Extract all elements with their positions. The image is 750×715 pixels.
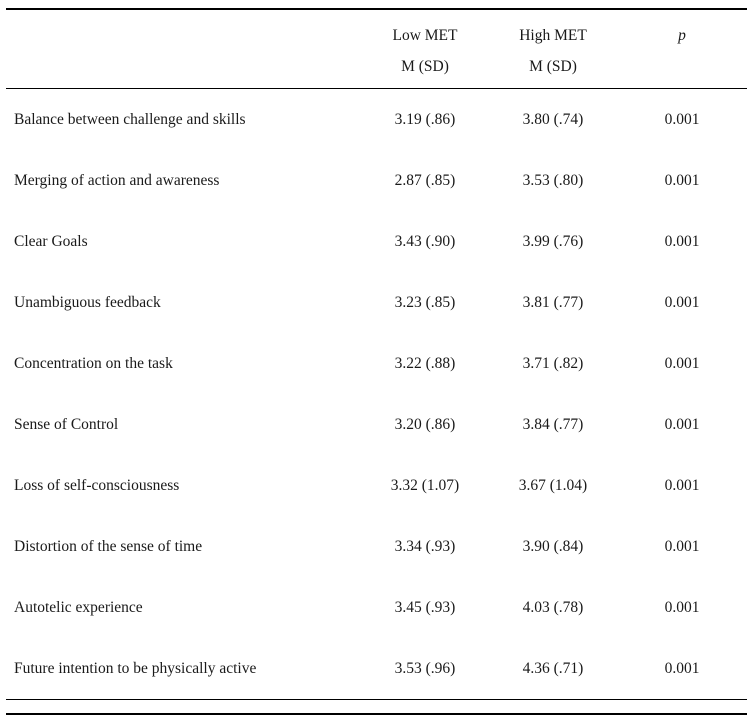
row-p-value: 0.001	[664, 354, 700, 372]
row-low-value: 3.45 (.93)	[394, 598, 456, 616]
row-label: Sense of Control	[14, 415, 119, 433]
row-low-value: 3.43 (.90)	[394, 232, 456, 250]
row-low-value: 3.34 (.93)	[394, 537, 456, 555]
row-p-value: 0.001	[664, 476, 700, 494]
table-row: Unambiguous feedback 3.23 (.85) 3.81 (.7…	[6, 272, 747, 333]
header-high-met-sub: M (SD)	[529, 58, 577, 75]
table-row: Clear Goals 3.43 (.90) 3.99 (.76) 0.001	[6, 211, 747, 272]
row-label: Loss of self-consciousness	[14, 476, 180, 494]
table-row: Concentration on the task 3.22 (.88) 3.7…	[6, 333, 747, 394]
row-high-value: 3.84 (.77)	[522, 415, 584, 433]
row-p-value: 0.001	[664, 415, 700, 433]
row-high-value: 3.80 (.74)	[522, 110, 584, 128]
table-row: Sense of Control 3.20 (.86) 3.84 (.77) 0…	[6, 394, 747, 455]
table-row: Future intention to be physically active…	[6, 638, 747, 699]
row-p-value: 0.001	[664, 659, 700, 677]
row-label: Merging of action and awareness	[14, 171, 220, 189]
row-low-value: 3.23 (.85)	[394, 293, 456, 311]
header-high-met: High MET	[519, 27, 587, 44]
header-bottom-rule	[6, 88, 747, 89]
row-p-value: 0.001	[664, 537, 700, 555]
row-low-value: 3.19 (.86)	[394, 110, 456, 128]
table-top-rule	[6, 8, 747, 10]
header-low-met: Low MET	[392, 27, 458, 44]
row-label: Future intention to be physically active	[14, 659, 257, 677]
table-row: Loss of self-consciousness 3.32 (1.07) 3…	[6, 455, 747, 516]
row-low-value: 3.32 (1.07)	[390, 476, 460, 494]
table-row: Merging of action and awareness 2.87 (.8…	[6, 150, 747, 211]
row-high-value: 4.36 (.71)	[522, 659, 584, 677]
statistics-table: Low MET High MET p M (SD) M (SD) Balance…	[6, 8, 747, 715]
row-label: Balance between challenge and skills	[14, 110, 246, 128]
row-high-value: 3.90 (.84)	[522, 537, 584, 555]
row-low-value: 3.20 (.86)	[394, 415, 456, 433]
table-row: Autotelic experience 3.45 (.93) 4.03 (.7…	[6, 577, 747, 638]
row-label: Autotelic experience	[14, 598, 143, 616]
table-header: Low MET High MET p M (SD) M (SD)	[6, 10, 747, 88]
header-p: p	[678, 27, 686, 44]
header-row-subs: M (SD) M (SD)	[6, 52, 747, 82]
row-high-value: 3.81 (.77)	[522, 293, 584, 311]
row-low-value: 3.53 (.96)	[394, 659, 456, 677]
row-high-value: 3.53 (.80)	[522, 171, 584, 189]
row-low-value: 3.22 (.88)	[394, 354, 456, 372]
row-label: Clear Goals	[14, 232, 88, 250]
row-p-value: 0.001	[664, 171, 700, 189]
row-high-value: 3.99 (.76)	[522, 232, 584, 250]
row-p-value: 0.001	[664, 232, 700, 250]
header-low-met-sub: M (SD)	[401, 58, 449, 75]
row-p-value: 0.001	[664, 598, 700, 616]
row-high-value: 3.67 (1.04)	[518, 476, 588, 494]
header-row-labels: Low MET High MET p	[6, 20, 747, 52]
table-row: Balance between challenge and skills 3.1…	[6, 89, 747, 150]
table-row: Distortion of the sense of time 3.34 (.9…	[6, 516, 747, 577]
row-p-value: 0.001	[664, 110, 700, 128]
row-high-value: 3.71 (.82)	[522, 354, 584, 372]
row-low-value: 2.87 (.85)	[394, 171, 456, 189]
row-label: Concentration on the task	[14, 354, 173, 372]
row-label: Distortion of the sense of time	[14, 537, 203, 555]
table-pre-bottom-rule	[6, 699, 747, 700]
row-label: Unambiguous feedback	[14, 293, 161, 311]
table-footer-gap	[6, 700, 747, 713]
row-p-value: 0.001	[664, 293, 700, 311]
row-high-value: 4.03 (.78)	[522, 598, 584, 616]
